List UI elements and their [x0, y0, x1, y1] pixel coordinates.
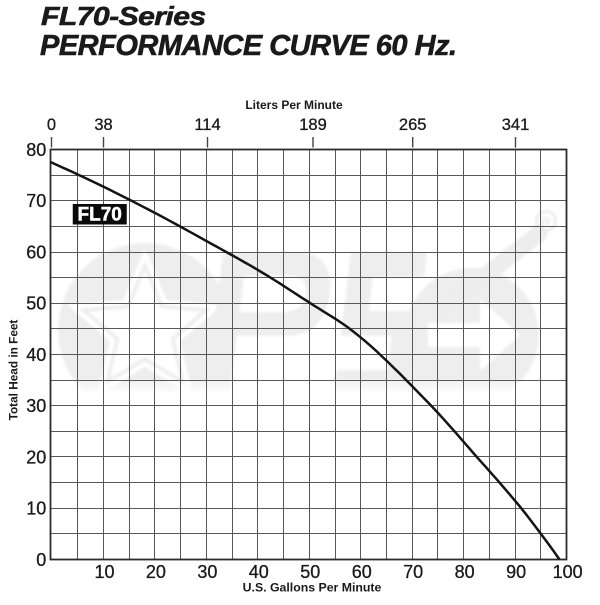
- svg-text:Total Head in Feet: Total Head in Feet: [7, 320, 21, 421]
- svg-text:50: 50: [26, 294, 46, 314]
- svg-text:30: 30: [26, 396, 46, 416]
- svg-text:38: 38: [94, 116, 112, 134]
- svg-text:40: 40: [249, 562, 269, 582]
- svg-text:10: 10: [26, 499, 46, 519]
- svg-text:189: 189: [299, 116, 327, 134]
- svg-text:20: 20: [26, 447, 46, 467]
- svg-text:R: R: [541, 215, 551, 230]
- svg-text:265: 265: [399, 116, 427, 134]
- svg-text:0: 0: [36, 550, 46, 570]
- svg-text:80: 80: [26, 140, 46, 160]
- svg-text:30: 30: [197, 562, 217, 582]
- svg-text:114: 114: [194, 116, 220, 134]
- svg-text:0: 0: [47, 116, 56, 134]
- svg-text:10: 10: [94, 562, 114, 582]
- svg-text:40: 40: [26, 345, 46, 365]
- svg-text:80: 80: [455, 562, 475, 582]
- svg-text:U.S. Gallons Per Minute: U.S. Gallons Per Minute: [243, 581, 382, 595]
- svg-text:60: 60: [352, 562, 372, 582]
- svg-text:70: 70: [26, 191, 46, 211]
- svg-text:100: 100: [553, 562, 583, 582]
- svg-text:60: 60: [26, 242, 46, 262]
- svg-text:341: 341: [502, 116, 530, 134]
- svg-text:FL70: FL70: [78, 205, 122, 226]
- svg-text:90: 90: [506, 562, 526, 582]
- svg-text:20: 20: [146, 562, 166, 582]
- svg-text:50: 50: [300, 562, 320, 582]
- svg-text:70: 70: [403, 562, 423, 582]
- svg-text:Liters Per Minute: Liters Per Minute: [245, 98, 343, 112]
